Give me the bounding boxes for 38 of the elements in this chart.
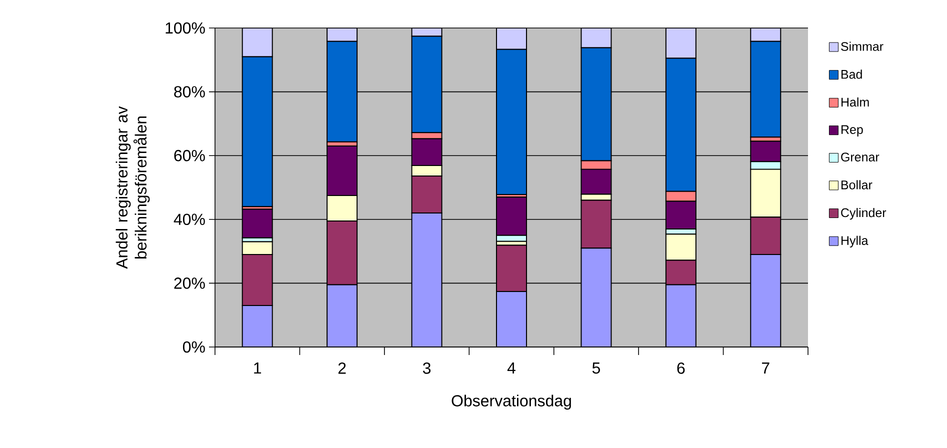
bar — [242, 208, 273, 238]
legend-label: Halm — [842, 97, 869, 107]
bar — [496, 244, 528, 292]
bar — [326, 284, 358, 347]
legend-label: Bollar — [842, 180, 872, 190]
x-tick-label: 2 — [338, 362, 346, 374]
x-tick-label: 5 — [592, 362, 600, 374]
bar — [580, 248, 612, 347]
bar — [750, 254, 782, 347]
legend-label: Bad — [842, 70, 862, 79]
bar — [580, 28, 612, 48]
bar — [242, 305, 273, 347]
y-tick-label: 100% — [166, 22, 205, 34]
legend-label: Hylla — [842, 236, 868, 248]
y-tick-label: 20% — [174, 278, 205, 289]
legend-label: Cylinder — [841, 208, 886, 220]
x-tick-label: 4 — [507, 362, 516, 374]
bar — [326, 28, 358, 42]
x-tick-label: 7 — [762, 362, 770, 374]
y-tick-label: 60% — [174, 150, 205, 162]
bar — [496, 28, 528, 50]
y-tick-label: 40% — [174, 214, 205, 226]
y-tick-label: 0% — [182, 341, 205, 353]
x-tick-label: 6 — [677, 362, 685, 374]
y-tick-label: 80% — [174, 86, 205, 98]
legend-label: Rep — [842, 125, 863, 136]
x-axis-title: Observationsdag — [452, 394, 571, 410]
bar — [665, 28, 696, 59]
bar — [411, 212, 442, 347]
legend-label: Simmar — [841, 42, 884, 51]
bar — [750, 28, 782, 42]
y-axis-title: Andel registreringar av berikningsföremålen — [116, 106, 150, 269]
bar — [665, 284, 696, 347]
bar — [496, 290, 528, 347]
legend-label: Grenar — [841, 152, 880, 162]
bar — [242, 28, 273, 58]
x-tick-label: 3 — [422, 362, 431, 374]
x-tick-label: 1 — [254, 362, 262, 374]
